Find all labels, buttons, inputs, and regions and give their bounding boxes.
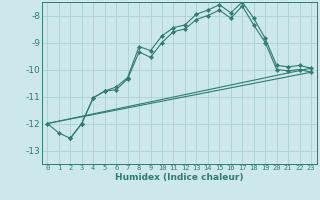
X-axis label: Humidex (Indice chaleur): Humidex (Indice chaleur)	[115, 173, 244, 182]
